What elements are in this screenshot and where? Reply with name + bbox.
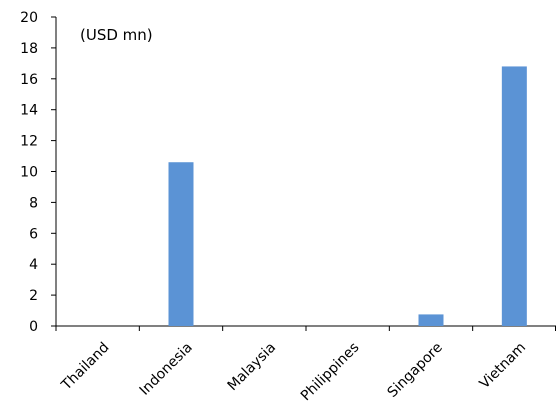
y-tick-label: 2	[29, 288, 38, 304]
y-tick-label: 8	[29, 195, 38, 211]
x-tick-label-singapore: Singapore	[385, 340, 446, 401]
y-tick-label: 6	[29, 226, 38, 242]
x-tick-label-malaysia: Malaysia	[225, 340, 280, 395]
bars	[168, 66, 527, 326]
y-tick-label: 14	[20, 103, 38, 119]
x-axis: Thailand Indonesia Malaysia Philippines Sing…	[55, 325, 556, 405]
y-tick-label: 4	[29, 257, 38, 273]
y-tick-label: 0	[29, 319, 38, 335]
y-tick-label: 20	[20, 10, 38, 26]
y-tick-label: 10	[20, 165, 38, 181]
y-tick-label: 12	[20, 134, 38, 150]
unit-label: (USD mn)	[80, 26, 153, 44]
bar-indonesia	[168, 162, 194, 326]
x-tick-label-thailand: Thailand	[58, 340, 113, 395]
bar-vietnam	[501, 66, 527, 326]
y-tick-label: 16	[20, 72, 38, 88]
y-axis: 0 2 4 6 8 10 12 14 16 18 20	[20, 10, 57, 335]
y-tick-label: 18	[20, 41, 38, 57]
x-tick-label-indonesia: Indonesia	[137, 340, 196, 399]
x-tick-label-vietnam: Vietnam	[477, 340, 530, 393]
bar-singapore	[418, 314, 444, 326]
x-tick-label-philippines: Philippines	[298, 340, 363, 405]
